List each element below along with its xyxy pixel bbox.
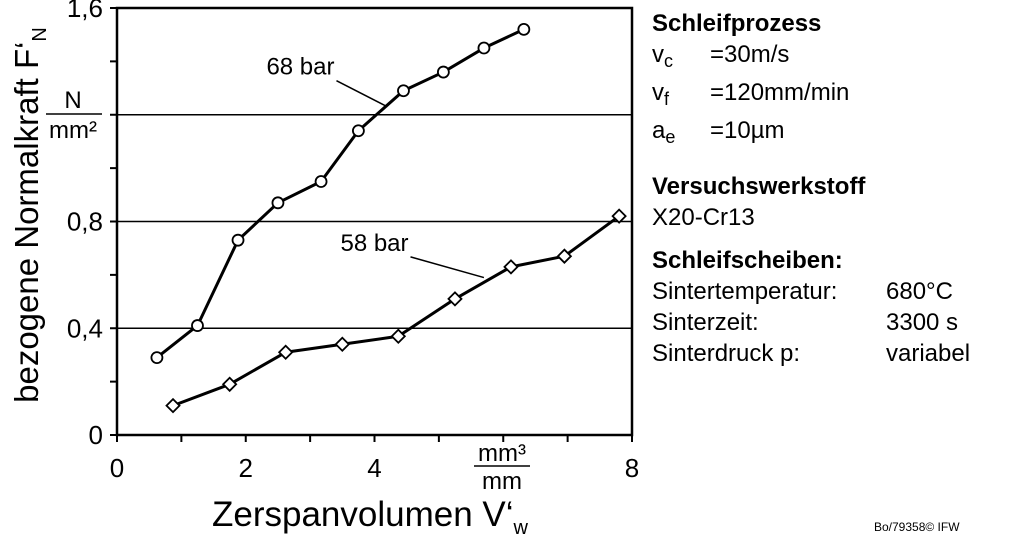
y-axis-label: bezogene Normalkraft F‘N [8,27,51,403]
param-row-vc: vc =30m/s [652,39,970,77]
data-point [390,328,407,345]
param-subscript: c [664,51,673,71]
y-unit-denominator: mm² [49,117,97,144]
wheel-row-temperature: Sintertemperatur: 680°C [652,276,970,307]
param-row-vf: vf =120mm/min [652,77,970,115]
wheel-param-label: Sintertemperatur: [652,278,838,305]
param-symbol: v [652,41,664,68]
param-row-ae: ae =10µm [652,115,970,153]
data-point [191,319,204,332]
data-point [397,84,410,98]
data-point [503,259,519,275]
param-symbol: v [652,79,664,106]
wheel-param-value: 3300 s [886,309,959,336]
x-axis-label: Zerspanvolumen V‘w [212,495,529,534]
data-point [165,397,181,414]
series-leader-line [410,256,485,279]
param-value: =30m/s [710,41,790,68]
material-title: Versuchswerkstoff [652,173,866,200]
series-label: 58 bar [340,230,408,257]
y-tick-label: 0 [89,420,103,450]
wheel-param-label: Sinterzeit: [652,309,759,336]
data-point [271,196,285,210]
x-tick-label: 0 [110,453,124,483]
data-point [611,208,627,224]
data-point [477,41,491,55]
series-label: 68 bar [266,54,334,81]
data-point [150,351,164,365]
series-line-0 [155,27,525,359]
wheel-row-time: Sinterzeit: 3300 s [652,307,970,338]
data-point [221,376,238,393]
process-title: Schleifprozess [652,10,822,37]
data-point [352,124,365,138]
data-point [314,175,328,188]
y-tick-label: 0,4 [67,313,103,343]
y-tick-label: 1,6 [67,0,103,23]
param-value: =10µm [710,117,785,144]
x-unit-denominator: mm [482,468,522,495]
y-unit-numerator: N [64,87,81,114]
data-point [277,344,294,361]
param-symbol: a [652,117,666,144]
x-tick-label: 4 [367,453,381,483]
data-point [436,65,450,79]
wheel-row-pressure: Sinterdruck p: variabel [652,338,970,369]
data-point [447,291,463,307]
param-subscript: f [664,89,670,109]
wheels-title: Schleifscheiben: [652,247,843,274]
series-leader-line [336,80,388,108]
y-tick-label: 0,8 [67,207,103,237]
wheel-param-label: Sinterdruck p: [652,340,801,367]
data-point [556,248,573,264]
data-point [231,233,245,247]
x-tick-label: 2 [239,453,253,483]
data-point [334,336,351,353]
data-point [517,22,531,36]
material-value: X20-Cr13 [652,204,755,231]
wheel-param-value: variabel [886,340,971,367]
info-panel: Schleifprozess vc =30m/s vf =120mm/min a… [652,8,970,369]
x-unit-numerator: mm³ [478,440,526,467]
x-tick-label: 8 [625,453,639,483]
param-value: =120mm/min [710,79,850,106]
param-subscript: e [665,127,676,147]
credit-text: Bo/79358© IFW [874,520,960,534]
wheel-param-value: 680°C [886,278,953,305]
